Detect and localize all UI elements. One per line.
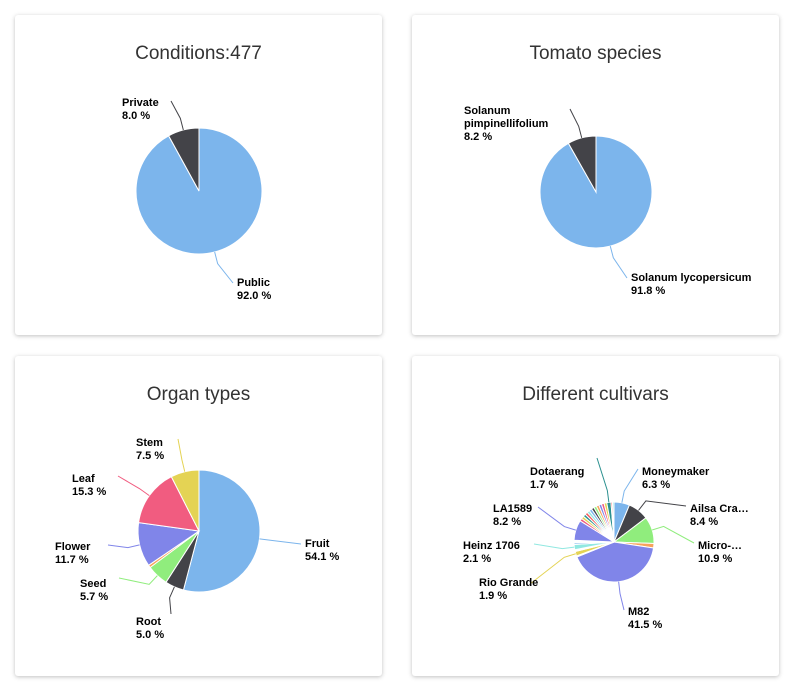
data-label-value: 1.9 %	[479, 590, 508, 602]
data-label-value: 15.3 %	[72, 486, 107, 498]
connector-line	[638, 500, 687, 511]
data-label-value: 1.7 %	[530, 479, 559, 491]
connector-line	[259, 538, 302, 545]
data-label: M82 41.5 %	[628, 606, 662, 632]
data-label: Moneymaker 6.3 %	[642, 466, 709, 492]
chart-card-organs: Organ types Fruit 54.1 % Root 5.0 % Seed 5.7 %…	[15, 356, 382, 676]
data-label: Flower 11.7 %	[55, 541, 90, 567]
chart-title: Tomato species	[529, 43, 662, 64]
connector-line	[107, 544, 140, 549]
data-label-value: 8.2 %	[464, 131, 493, 143]
data-label-name: Root	[136, 616, 162, 628]
chart-card-species: Tomato species Solanum lycopersicum 91.8 %…	[412, 15, 779, 335]
data-label-value: 2.1 %	[463, 553, 492, 565]
data-label-name: Public	[237, 277, 271, 289]
data-label: Stem 7.5 %	[136, 437, 164, 463]
data-label: LA1589 8.2 %	[493, 503, 532, 529]
connector-line	[177, 438, 186, 472]
chart-title: Different cultivars	[522, 384, 669, 405]
data-label: Rio Grande 1.9 %	[479, 577, 538, 603]
data-label-name: LA1589	[493, 503, 533, 515]
data-label-name: Fruit	[305, 538, 330, 550]
connector-line	[169, 586, 175, 615]
data-label-value: 8.4 %	[690, 516, 719, 528]
data-label-name: Dotaerang	[530, 466, 585, 478]
data-label-name: Moneymaker	[642, 466, 710, 478]
data-label-value: 7.5 %	[136, 450, 165, 462]
data-label: Public 92.0 %	[237, 277, 271, 303]
data-label-name: M82	[628, 606, 650, 618]
data-label-name: Private	[122, 97, 159, 109]
data-label-value: 5.0 %	[136, 629, 165, 641]
data-label-name: Leaf	[72, 473, 95, 485]
connector-line	[170, 100, 184, 131]
connector-line	[609, 246, 628, 279]
data-label-value: 5.7 %	[80, 591, 109, 603]
chart-title: Conditions:477	[135, 43, 262, 64]
pie-slice[interactable]	[170, 469, 200, 532]
data-label: Heinz 1706 2.1 %	[463, 540, 520, 566]
chart-title: Organ types	[146, 384, 251, 405]
data-label-value: 41.5 %	[628, 619, 663, 631]
data-label-value: 91.8 %	[631, 285, 666, 297]
connector-line	[596, 457, 610, 503]
connector-line	[621, 468, 639, 503]
pie-chart-conditions	[135, 100, 263, 284]
data-label-name: Rio Grande	[479, 577, 539, 589]
data-label-name: Solanum lycopersicum	[631, 272, 752, 284]
data-label-value: 8.0 %	[122, 110, 151, 122]
data-label-value: 54.1 %	[305, 551, 340, 563]
data-label-name: Ailsa Cra…	[690, 503, 749, 515]
connector-line	[533, 543, 575, 550]
data-label-value: 11.7 %	[55, 554, 89, 566]
data-label-value: 10.9 %	[698, 553, 733, 565]
chart-card-cultivars: Different cultivars Moneymaker 6.3 % Ailsa …	[412, 356, 779, 676]
data-label: Seed 5.7 %	[80, 578, 108, 604]
data-label: Solanum pimpinellifolium 8.2 %	[464, 105, 564, 144]
pie-slice[interactable]	[167, 127, 200, 192]
pie-slice[interactable]	[138, 475, 200, 532]
connector-line	[537, 506, 576, 531]
data-label-value: 92.0 %	[237, 290, 272, 302]
connector-line	[569, 108, 583, 138]
data-label: Dotaerang 1.7 %	[530, 466, 584, 492]
pie-chart-species	[539, 108, 653, 279]
data-label-name: Seed	[80, 578, 107, 590]
pie-chart-cultivars	[529, 457, 695, 611]
data-label-name: Micro-…	[698, 540, 742, 552]
connector-line	[214, 251, 234, 284]
data-label-value: 6.3 %	[642, 479, 671, 491]
data-label-name: Flower	[55, 541, 91, 553]
connector-line	[618, 581, 625, 611]
pie-slice[interactable]	[611, 501, 615, 543]
data-label: Solanum lycopersicum 91.8 %	[631, 272, 751, 298]
chart-card-conditions: Conditions:477 Public 92.0 % Private 8.0 %	[15, 15, 382, 335]
data-label-value: 8.2 %	[493, 516, 522, 528]
connector-line	[529, 553, 576, 585]
data-label: Fruit 54.1 %	[305, 538, 339, 564]
pie-slice[interactable]	[567, 135, 597, 194]
data-label-name: Stem	[136, 437, 163, 449]
data-label: Leaf 15.3 %	[72, 473, 106, 499]
data-label: Private 8.0 %	[122, 97, 159, 123]
data-label-name: Solanum pimpinellifolium	[464, 105, 549, 130]
connector-line	[118, 575, 158, 585]
data-label: Ailsa Cra… 8.4 %	[690, 503, 749, 529]
connector-line	[652, 525, 695, 544]
pie-slice[interactable]	[576, 541, 655, 583]
connector-line	[117, 475, 150, 497]
data-label: Micro-… 10.9 %	[698, 540, 742, 566]
data-label-name: Heinz 1706	[463, 540, 520, 552]
data-label: Root 5.0 %	[136, 616, 164, 642]
pie-chart-organs	[107, 438, 302, 615]
